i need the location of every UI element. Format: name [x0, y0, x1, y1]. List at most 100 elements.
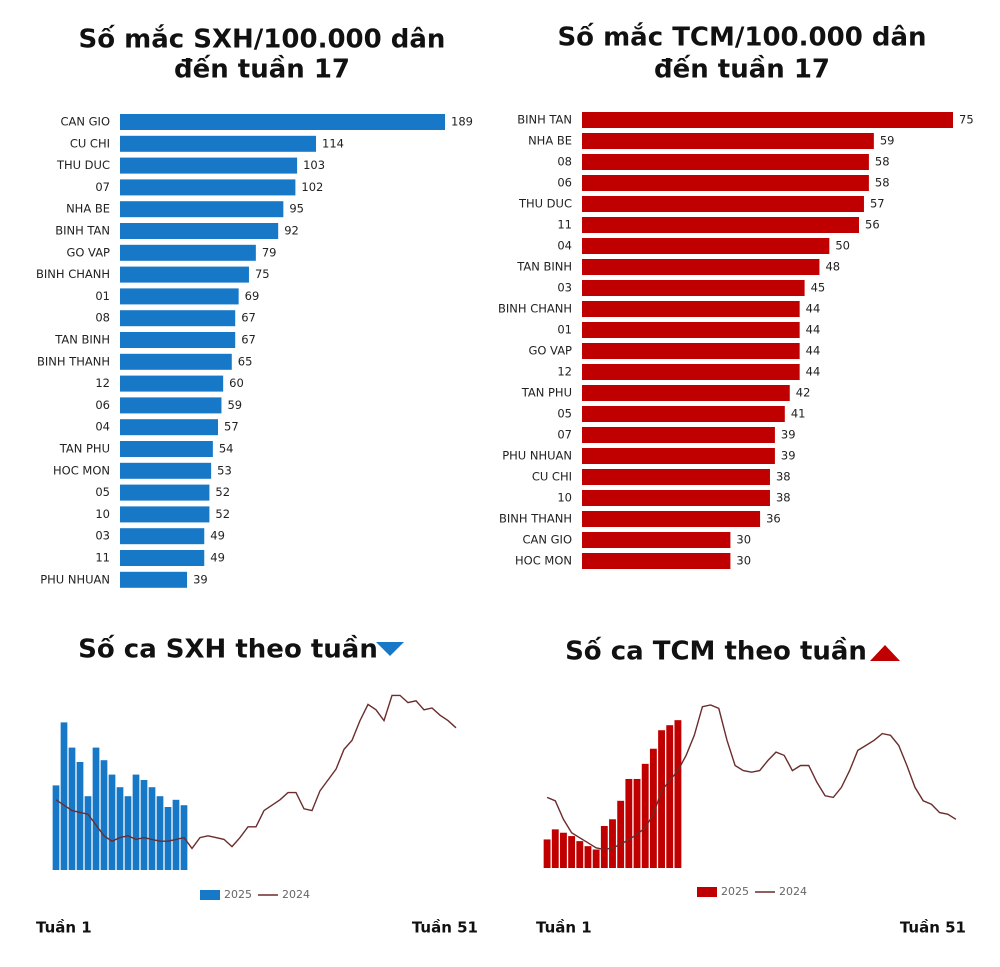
- value-label: 95: [289, 202, 304, 216]
- x-tick-label: Tuần 51: [412, 919, 478, 937]
- category-label: NHA BE: [66, 202, 110, 216]
- value-label: 75: [959, 113, 974, 127]
- bar: [582, 238, 830, 254]
- value-label: 59: [227, 398, 242, 412]
- x-tick-label: Tuần 1: [536, 919, 592, 937]
- bar: [120, 266, 249, 283]
- value-label: 58: [875, 155, 890, 169]
- bar: [148, 787, 156, 870]
- value-label: 52: [215, 485, 230, 499]
- category-label: BINH TAN: [55, 224, 110, 238]
- bar: [568, 836, 576, 868]
- legend-swatch: [697, 887, 717, 897]
- chart-title: Số mắc SXH/100.000 dân: [79, 24, 446, 55]
- bar: [582, 385, 790, 401]
- bar: [576, 841, 584, 868]
- line: [546, 704, 957, 851]
- bar: [60, 722, 68, 870]
- chart-title: Số ca SXH theo tuần: [78, 634, 378, 665]
- value-label: 57: [870, 197, 885, 211]
- bar: [116, 787, 124, 870]
- category-label: 07: [557, 428, 572, 442]
- value-label: 50: [835, 239, 850, 253]
- value-label: 39: [781, 449, 796, 463]
- value-label: 44: [806, 344, 821, 358]
- value-label: 44: [806, 323, 821, 337]
- category-label: 06: [557, 176, 572, 190]
- bar: [584, 846, 592, 868]
- bar: [92, 747, 100, 870]
- bar: [543, 839, 551, 868]
- bar: [582, 469, 770, 485]
- bar: [582, 343, 800, 359]
- bar: [582, 112, 953, 128]
- value-label: 42: [796, 386, 811, 400]
- value-label: 48: [825, 260, 840, 274]
- bar: [582, 511, 761, 527]
- category-label: PHU NHUAN: [502, 449, 572, 463]
- value-label: 54: [219, 442, 234, 456]
- bar: [172, 799, 180, 870]
- trend-up-icon: [870, 645, 900, 661]
- bar: [120, 201, 284, 218]
- bar: [582, 322, 800, 338]
- category-label: BINH TAN: [517, 113, 572, 127]
- value-label: 67: [241, 311, 256, 325]
- category-label: TAN PHU: [59, 442, 110, 456]
- bar: [582, 154, 869, 170]
- category-label: BINH CHANH: [36, 267, 110, 281]
- bar: [120, 310, 236, 327]
- bar: [582, 490, 770, 506]
- value-label: 102: [301, 180, 323, 194]
- bar: [84, 796, 92, 870]
- value-label: 57: [224, 420, 239, 434]
- value-label: 53: [217, 463, 232, 477]
- value-label: 38: [776, 491, 791, 505]
- bar: [156, 796, 164, 870]
- value-label: 39: [193, 572, 208, 586]
- value-label: 79: [262, 245, 277, 259]
- category-label: 04: [95, 420, 110, 434]
- category-label: THU DUC: [518, 197, 572, 211]
- category-label: 07: [95, 180, 110, 194]
- line: [55, 694, 457, 850]
- bar: [120, 419, 219, 436]
- category-label: PHU NHUAN: [40, 572, 110, 586]
- bar: [100, 760, 108, 870]
- chart-title: Số mắc TCM/100.000 dân: [557, 22, 926, 53]
- category-label: 06: [95, 398, 110, 412]
- category-label: HOC MON: [53, 463, 110, 477]
- category-label: 10: [557, 491, 572, 505]
- bar: [120, 506, 210, 523]
- value-label: 44: [806, 365, 821, 379]
- value-label: 38: [776, 470, 791, 484]
- value-label: 30: [736, 554, 751, 568]
- bar: [617, 800, 625, 868]
- bar: [120, 484, 210, 501]
- value-label: 189: [451, 115, 473, 129]
- bar: [582, 217, 860, 233]
- x-tick-label: Tuần 1: [36, 919, 92, 937]
- bar: [582, 364, 800, 380]
- bar: [600, 826, 608, 868]
- value-label: 36: [766, 512, 781, 526]
- legend-label: 2024: [282, 888, 310, 901]
- value-label: 45: [811, 281, 826, 295]
- category-label: 11: [557, 218, 572, 232]
- bar: [625, 778, 633, 868]
- bar: [582, 553, 731, 569]
- category-label: 04: [557, 239, 572, 253]
- value-label: 92: [284, 224, 299, 238]
- bar: [582, 406, 785, 422]
- category-label: 10: [95, 507, 110, 521]
- bar: [582, 448, 775, 464]
- bar: [582, 532, 731, 548]
- legend-label: 2024: [779, 885, 807, 898]
- bar: [582, 427, 775, 443]
- bar: [120, 135, 317, 152]
- value-label: 44: [806, 302, 821, 316]
- legend-label: 2025: [224, 888, 252, 901]
- bar: [582, 133, 874, 149]
- legend-swatch: [200, 890, 220, 900]
